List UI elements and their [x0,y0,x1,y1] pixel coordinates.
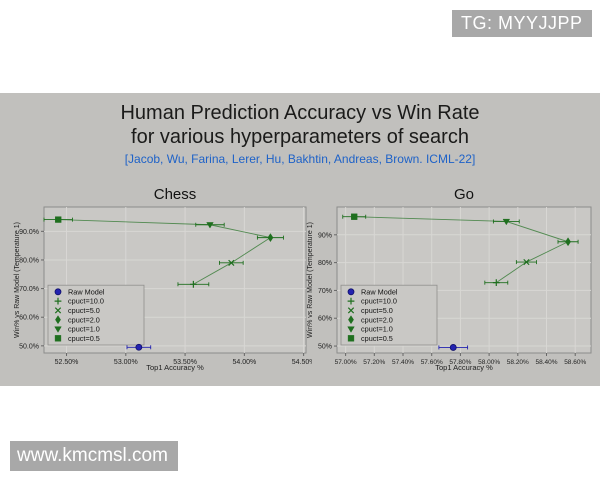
x-tick-label: 53.50% [173,359,197,366]
legend-marker-triangle-down [54,326,62,333]
marker-x [228,259,235,266]
chess-plot: 52.50% 53.00% 53.50% 54.00% 54.50% 50.0% 60.0%… [19,206,312,366]
watermark-top-text: TG: MYYJJPP [461,13,583,33]
x-tick-label: 54.50% [292,359,312,366]
x-tick-label: 57.80% [449,359,471,366]
chess-x-axis-label: Top1 Accuracy % [146,363,204,372]
chess-y-axis-label: Win% vs Raw Model (Temperature 1) [14,222,21,338]
x-tick-label: 58.00% [478,359,500,366]
x-tick-label: 57.00% [335,359,357,366]
legend-marker-plus [54,297,62,305]
marker-square [351,213,358,220]
marker-circle [135,343,143,351]
legend-label: cpuct=0.5 [68,334,100,343]
legend-marker-x [347,307,355,314]
marker-diamond [565,237,571,247]
chess-chart-title: Chess [153,186,197,203]
go-y-axis-label: Win% vs Raw Model (Temperature 1) [307,222,314,338]
y-tick-label: 70.0% [19,286,39,293]
y-tick-label: 50.0% [19,343,39,350]
slide: Human Prediction Accuracy vs Win Rate fo… [0,93,600,386]
y-tick-label: 60% [318,316,332,323]
legend-label: cpuct=2.0 [68,315,100,324]
y-tick-label: 70% [318,288,332,295]
slide-citation: [Jacob, Wu, Farina, Lerer, Hu, Bakhtin, … [124,152,476,166]
y-tick-label: 80.0% [19,257,39,264]
legend-label: Raw Model [68,287,105,296]
x-tick-label: 57.60% [421,359,443,366]
go-chart-title: Go [453,186,474,203]
go-x-axis-label: Top1 Accuracy % [435,363,493,372]
legend-marker-diamond [55,315,61,325]
marker-diamond [267,233,274,243]
x-tick-label: 57.20% [363,359,385,366]
legend-marker-square [54,335,62,342]
marker-plus [189,280,197,288]
x-tick-label: 54.00% [232,359,256,366]
legend-box [340,284,438,346]
legend-label: cpuct=1.0 [361,325,393,334]
slide-title-line2: for various hyperparameters of search [131,126,469,148]
legend-marker-triangle-down [347,326,355,333]
legend-label: cpuct=10.0 [361,297,397,306]
legend-marker-square [347,335,355,342]
go-chart: Go 57.00% 57.20% 57.40% 57.60% 57.80% 58.00% 5… [302,185,598,377]
watermark-top-right: TG: MYYJJPP [452,10,592,37]
chess-chart: Chess 52.50% 53.00% 53.50% 54.00% 54.50% 50.0… [8,185,312,377]
legend-label: cpuct=1.0 [68,325,100,334]
legend-marker-circle [54,288,62,296]
legend-label: cpuct=5.0 [68,306,100,315]
legend-label: cpuct=0.5 [361,334,393,343]
x-tick-label: 53.00% [114,359,138,366]
legend-label: Raw Model [361,287,398,296]
y-tick-label: 90% [318,232,332,239]
marker-plus [492,279,500,287]
x-tick-label: 52.50% [55,359,79,366]
marker-triangle-down [502,218,511,226]
marker-square [55,216,62,223]
x-tick-label: 58.40% [535,359,557,366]
go-plot: 57.00% 57.20% 57.40% 57.60% 57.80% 58.00% 58.2… [318,206,592,366]
watermark-bottom-left: www.kmcmsl.com [10,441,178,471]
marker-triangle-down [206,222,214,229]
slide-title-line1: Human Prediction Accuracy vs Win Rate [120,102,480,124]
marker-x [523,258,530,266]
legend-label: cpuct=2.0 [361,315,393,324]
y-tick-label: 60.0% [19,315,39,322]
legend-label: cpuct=10.0 [68,297,104,306]
x-tick-label: 58.20% [507,359,529,366]
legend-marker-x [54,307,62,314]
x-tick-label: 57.40% [392,359,414,366]
legend-marker-circle [347,288,355,296]
watermark-bottom-text: www.kmcmsl.com [17,445,168,466]
legend-marker-plus [347,297,355,305]
y-tick-label: 90.0% [19,229,39,236]
x-tick-label: 58.60% [564,359,586,366]
marker-circle [449,344,457,351]
legend-marker-diamond [348,315,354,325]
legend-box [47,284,145,346]
legend-label: cpuct=5.0 [361,306,393,315]
y-tick-label: 50% [318,344,332,351]
y-tick-label: 80% [318,260,332,267]
